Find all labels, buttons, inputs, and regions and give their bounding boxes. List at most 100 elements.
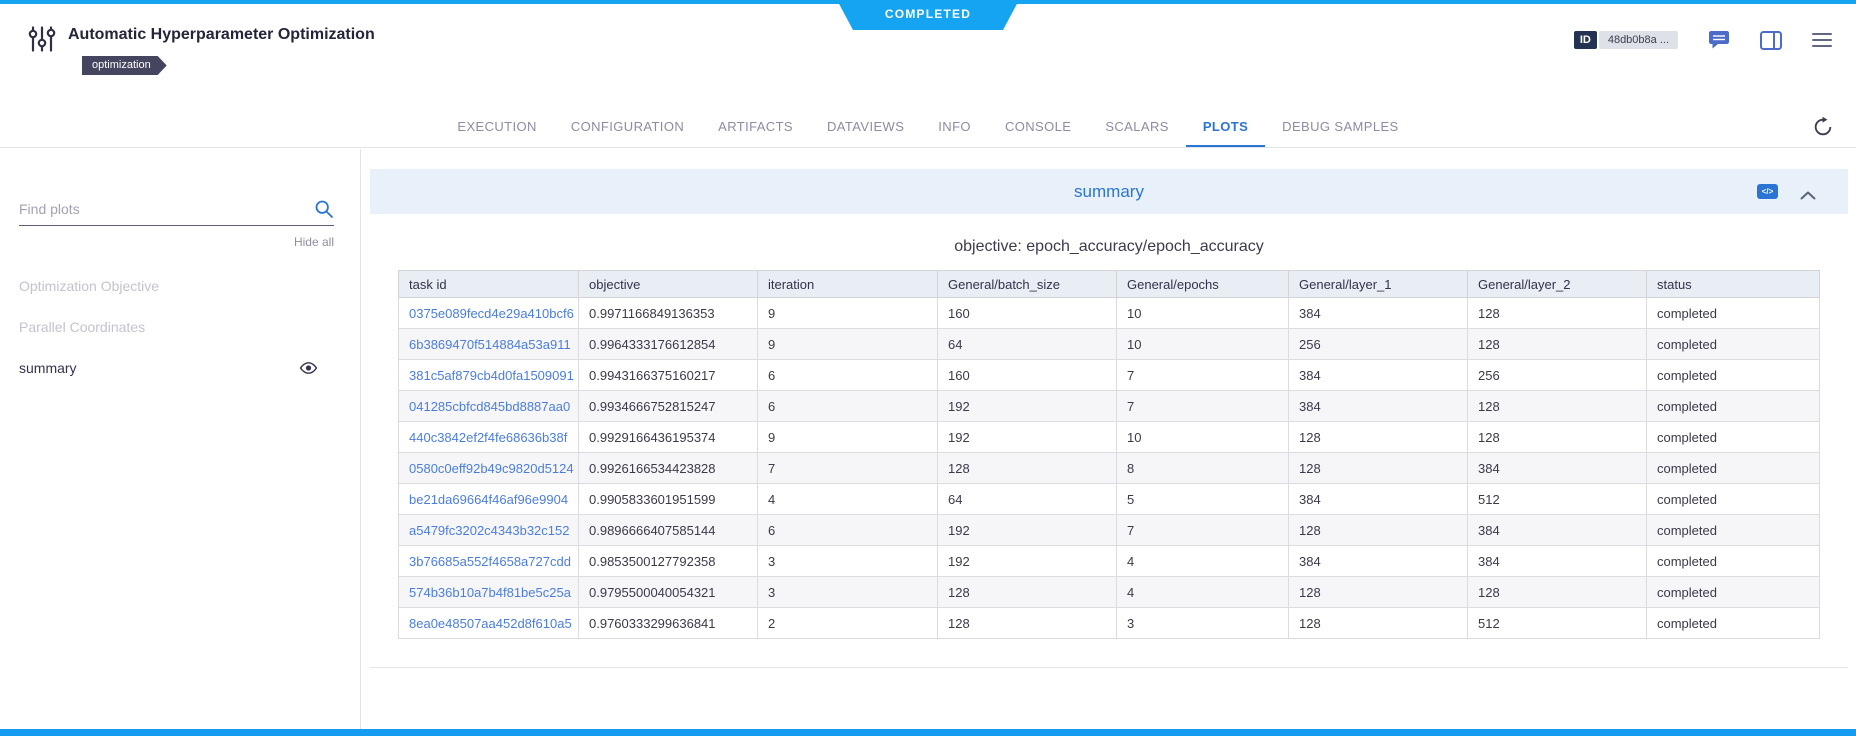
header-right: ID 48db0b8a ...	[1574, 28, 1832, 52]
tab-debug-samples[interactable]: DEBUG SAMPLES	[1265, 106, 1415, 147]
cell-general-epochs: 8	[1117, 453, 1289, 484]
task-id-link[interactable]: 0580c0eff92b49c9820d5124	[409, 461, 574, 476]
eye-icon[interactable]	[299, 361, 318, 375]
task-id-link[interactable]: 440c3842ef2f4fe68636b38f	[409, 430, 567, 445]
tab-dataviews[interactable]: DATAVIEWS	[810, 106, 921, 147]
cell-general-batch-size: 160	[938, 360, 1117, 391]
plot-list-item-parallel-coordinates[interactable]: Parallel Coordinates	[19, 306, 334, 347]
plot-list-item-optimization-objective[interactable]: Optimization Objective	[19, 265, 334, 306]
comment-icon[interactable]	[1708, 30, 1730, 50]
column-header-task-id: task id	[399, 271, 579, 298]
cell-objective: 0.9926166534423828	[579, 453, 758, 484]
details-panel-icon[interactable]	[1760, 31, 1782, 50]
cell-general-layer-2: 128	[1468, 577, 1647, 608]
cell-iteration: 2	[758, 608, 938, 639]
cell-general-epochs: 4	[1117, 546, 1289, 577]
cell-task-id: 041285cbfcd845bd8887aa0	[399, 391, 579, 422]
cell-general-layer-1: 256	[1289, 329, 1468, 360]
tab-execution[interactable]: EXECUTION	[440, 106, 553, 147]
task-id-link[interactable]: 574b36b10a7b4f81be5c25a	[409, 585, 571, 600]
tab-scalars[interactable]: SCALARS	[1088, 106, 1186, 147]
task-id-link[interactable]: 3b76685a552f4658a727cdd	[409, 554, 571, 569]
collapse-chevron-icon[interactable]	[1800, 187, 1816, 205]
cell-task-id: 440c3842ef2f4fe68636b38f	[399, 422, 579, 453]
table-row: 6b3869470f514884a53a9110.996433317661285…	[399, 329, 1820, 360]
hyperparam-sliders-icon	[28, 26, 56, 57]
cell-objective: 0.9905833601951599	[579, 484, 758, 515]
cell-iteration: 3	[758, 546, 938, 577]
cell-general-epochs: 5	[1117, 484, 1289, 515]
id-badge: ID	[1574, 31, 1597, 49]
table-row: 440c3842ef2f4fe68636b38f 0.99291664361953…	[399, 422, 1820, 453]
cell-general-epochs: 4	[1117, 577, 1289, 608]
cell-task-id: 0580c0eff92b49c9820d5124	[399, 453, 579, 484]
cell-task-id: a5479fc3202c4343b32c152	[399, 515, 579, 546]
column-header-objective: objective	[579, 271, 758, 298]
cell-objective: 0.9853500127792358	[579, 546, 758, 577]
task-id-link[interactable]: be21da69664f46af96e9904	[409, 492, 568, 507]
task-id-link[interactable]: 381c5af879cb4d0fa1509091	[409, 368, 574, 383]
cell-task-id: 6b3869470f514884a53a911	[399, 329, 579, 360]
menu-icon[interactable]	[1812, 32, 1832, 48]
plot-card-title: summary	[1074, 182, 1144, 202]
cell-general-layer-1: 384	[1289, 391, 1468, 422]
search-icon[interactable]	[314, 199, 334, 224]
table-row: a5479fc3202c4343b32c152 0.989666640758514…	[399, 515, 1820, 546]
table-row: 8ea0e48507aa452d8f610a5 0.976033329963684…	[399, 608, 1820, 639]
cell-general-batch-size: 64	[938, 329, 1117, 360]
page: COMPLETED Automatic Hyperparameter Optim…	[0, 0, 1856, 736]
cell-status: completed	[1647, 484, 1820, 515]
cell-status: completed	[1647, 453, 1820, 484]
cell-general-layer-2: 512	[1468, 484, 1647, 515]
cell-general-epochs: 10	[1117, 329, 1289, 360]
cell-iteration: 3	[758, 577, 938, 608]
tag-badge-optimization[interactable]: optimization	[82, 56, 167, 75]
cell-objective: 0.9929166436195374	[579, 422, 758, 453]
table-row: 041285cbfcd845bd8887aa00.993466675281524…	[399, 391, 1820, 422]
find-plots-input[interactable]	[19, 197, 334, 226]
cell-general-batch-size: 128	[938, 608, 1117, 639]
tab-plots[interactable]: PLOTS	[1186, 106, 1265, 147]
cell-general-layer-2: 384	[1468, 515, 1647, 546]
task-id-link[interactable]: 6b3869470f514884a53a911	[409, 337, 571, 352]
cell-general-layer-2: 128	[1468, 298, 1647, 329]
cell-general-layer-1: 384	[1289, 484, 1468, 515]
tab-bar: EXECUTIONCONFIGURATIONARTIFACTSDATAVIEWS…	[0, 106, 1856, 148]
hide-all-link[interactable]: Hide all	[19, 235, 334, 249]
task-id-link[interactable]: 041285cbfcd845bd8887aa0	[409, 399, 570, 414]
title-block: Automatic Hyperparameter Optimization op…	[68, 24, 375, 75]
plots-sidebar: Hide all Optimization ObjectiveParallel …	[0, 149, 361, 736]
cell-general-batch-size: 64	[938, 484, 1117, 515]
cell-status: completed	[1647, 515, 1820, 546]
cell-general-layer-2: 256	[1468, 360, 1647, 391]
cell-status: completed	[1647, 577, 1820, 608]
bottom-status-strip	[0, 729, 1856, 736]
task-id-link[interactable]: a5479fc3202c4343b32c152	[409, 523, 569, 538]
task-id-link[interactable]: 0375e089fecd4e29a410bcf6	[409, 306, 574, 321]
cell-iteration: 9	[758, 298, 938, 329]
table-row: 0580c0eff92b49c9820d5124 0.99261665344238…	[399, 453, 1820, 484]
cell-general-layer-2: 128	[1468, 391, 1647, 422]
cell-general-layer-1: 128	[1289, 515, 1468, 546]
cell-status: completed	[1647, 422, 1820, 453]
tab-artifacts[interactable]: ARTIFACTS	[701, 106, 810, 147]
tab-info[interactable]: INFO	[921, 106, 988, 147]
embed-code-icon[interactable]: </>	[1757, 184, 1778, 199]
auto-refresh-icon[interactable]	[1812, 116, 1834, 143]
cell-status: completed	[1647, 391, 1820, 422]
tab-console[interactable]: CONSOLE	[988, 106, 1088, 147]
table-row: 3b76685a552f4658a727cdd 0.985350012779235…	[399, 546, 1820, 577]
cell-general-batch-size: 192	[938, 422, 1117, 453]
tab-configuration[interactable]: CONFIGURATION	[554, 106, 701, 147]
id-value[interactable]: 48db0b8a ...	[1599, 31, 1678, 49]
plot-list-item-summary[interactable]: summary	[19, 347, 334, 388]
cell-general-layer-2: 128	[1468, 329, 1647, 360]
task-id-link[interactable]: 8ea0e48507aa452d8f610a5	[409, 616, 572, 631]
cell-general-batch-size: 128	[938, 453, 1117, 484]
cell-objective: 0.9896666407585144	[579, 515, 758, 546]
find-plots-row	[19, 197, 334, 226]
cell-objective: 0.9760333299636841	[579, 608, 758, 639]
cell-general-epochs: 10	[1117, 298, 1289, 329]
header-left: Automatic Hyperparameter Optimization op…	[28, 24, 375, 106]
cell-general-epochs: 7	[1117, 391, 1289, 422]
